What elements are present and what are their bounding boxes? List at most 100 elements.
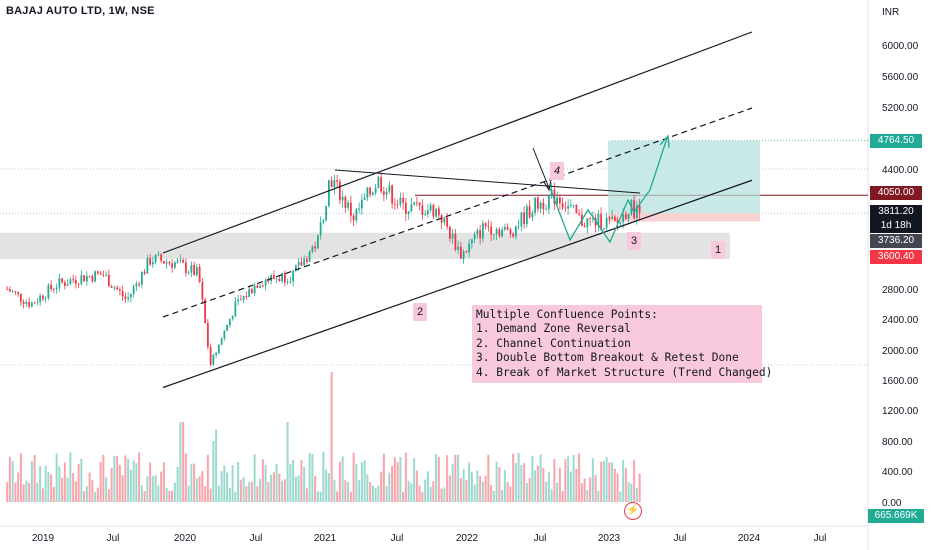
candle-body [572,204,575,206]
channel-mid-line [162,107,753,318]
candle-body [512,233,515,237]
candle-body [547,195,550,209]
volume-bar [41,488,44,502]
candle-body [327,180,330,206]
volume-bar [11,460,14,502]
candle-body [184,262,187,274]
candle-body [261,285,264,287]
candle-body [382,191,385,195]
candle-body [176,260,179,263]
volume-bar [30,461,33,502]
candle-body [47,284,50,299]
volume-bar [228,488,231,502]
candle-body [96,271,99,274]
volume-bar [385,486,388,502]
volume-bar [8,456,11,502]
candle-body [206,323,209,347]
volume-bar [55,453,58,502]
candle-body [275,278,278,280]
candle-body [72,279,75,281]
volume-bar [135,463,138,502]
candle-body [124,296,127,299]
volume-bar [294,476,297,502]
candle-body [248,289,251,298]
volume-bar [377,485,380,502]
volume-bar [347,482,350,502]
volume-bar [421,491,424,502]
candle-body [569,204,572,206]
volume-bar [520,465,523,502]
candle-body [424,214,427,216]
volume-bar [514,462,517,502]
volume-bar [619,491,622,502]
stop-zone [608,213,760,222]
candle-body [85,276,88,282]
volume-bar [591,458,594,502]
volume-bar [85,486,88,502]
time-tick-label: Jul [534,533,547,544]
volume-bar [600,461,603,502]
candle-body [105,274,108,276]
volume-bar [19,453,22,502]
volume-bar [633,459,636,502]
candle-body [490,226,493,235]
candle-body [151,262,154,265]
candle-body [234,301,237,317]
candle-body [564,207,567,209]
candle-body [523,212,526,225]
candle-body [259,285,262,288]
volume-bar [140,485,143,502]
volume-bar [569,471,572,502]
volume-bar [391,465,394,502]
candle-body [242,296,245,300]
candle-body [193,264,196,276]
volume-bar [352,452,355,502]
note-point-1: 1. Demand Zone Reversal [476,322,631,335]
note-point-4: 4. Break of Market Structure (Trend Chan… [476,366,773,379]
candle-body [553,189,556,204]
candle-body [597,213,600,226]
volume-bar [209,488,212,502]
volume-bar [231,465,234,502]
volume-bar [146,476,149,502]
volume-bar [94,491,97,502]
volume-bar [319,491,322,502]
volume-bar [561,491,564,502]
candle-body [118,289,121,291]
candle-body [30,302,33,307]
volume-bar [242,477,245,502]
volume-bar [25,480,28,502]
time-tick-label: 2023 [598,533,621,544]
candle-body [495,229,498,234]
candle-body [520,212,523,227]
volume-bar [116,456,119,502]
volume-bar [127,458,130,502]
volume-bar [597,490,600,502]
price-axis[interactable]: INR 6000.00 5600.00 5200.00 4400.00 2800.00 24… [882,7,919,509]
volume-bar [583,478,586,502]
candle-body [267,280,270,282]
time-tick-label: 2019 [32,533,55,544]
volume-bar [616,473,619,502]
candle-body [297,262,300,266]
candle-body [363,197,366,200]
candle-body [506,227,509,230]
candle-body [132,286,135,294]
candle-body [484,223,487,227]
volume-tick-label: 400.00 [882,467,913,478]
candle-body [542,202,545,210]
volume-bar [413,458,416,502]
volume-bar [110,467,113,502]
time-axis[interactable]: 2019 Jul 2020 Jul 2021 Jul 2022 Jul 2023 Jul 2024 J… [32,533,827,544]
volume-bar [190,463,193,502]
volume-bar [283,479,286,502]
candle-body [517,226,520,228]
candle-body [407,211,410,215]
volume-bar [223,465,226,502]
badge-1: 1 [711,241,725,259]
flash-icon[interactable]: ⚡ [624,502,642,520]
volume-bar [534,470,537,502]
volume-bar [72,473,75,502]
candle-body [107,274,110,287]
